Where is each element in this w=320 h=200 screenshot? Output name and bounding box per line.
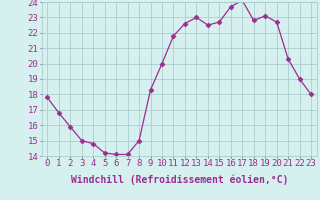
X-axis label: Windchill (Refroidissement éolien,°C): Windchill (Refroidissement éolien,°C): [70, 174, 288, 185]
